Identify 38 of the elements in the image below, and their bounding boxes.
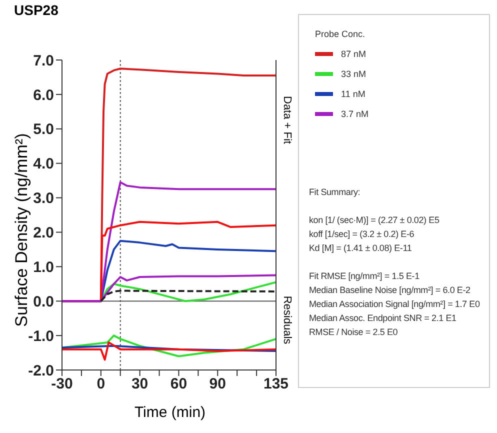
y-axis-title: Surface Density (ng/mm²) (12, 133, 32, 327)
text: kon [1/ (sec·M)] = (2.27 ± 0.02) E5 (309, 214, 440, 227)
y-tick-label: 2.0 (33, 224, 54, 242)
x-tick-label: 135 (263, 376, 289, 393)
text: Fit Summary: (309, 186, 362, 199)
y-tick-label: 4.0 (33, 156, 54, 173)
text: Median Assoc. Endpoint SNR = 2.1 E1 (309, 312, 458, 325)
y-tick-label: -1.0 (28, 328, 54, 345)
y-tick-label: 0.0 (33, 293, 54, 310)
y-tick-label: 3.0 (33, 190, 54, 208)
x-tick-label: 60 (170, 376, 188, 393)
legend-label: 33 nM (341, 69, 366, 79)
x-tick-label: 0 (96, 376, 106, 393)
y-tick-label: 1.0 (33, 258, 54, 276)
x-tick-label: 90 (209, 376, 226, 393)
x-axis-title: Time (min) (134, 404, 206, 421)
x-tick-label: 30 (131, 376, 148, 393)
chart-title: USP28 (14, 2, 58, 18)
legend-label: 3.7 nM (341, 109, 369, 119)
text: Median Association Signal [ng/mm²] = 1.7 E0 (309, 298, 480, 311)
text: Fit RMSE [ng/mm²] = 1.5 E-1 (309, 270, 420, 283)
y-tick-label: -2.0 (28, 362, 54, 380)
y-tick-label: 7.0 (33, 52, 54, 70)
line-series (62, 341, 276, 361)
y-tick-label: 6.0 (33, 86, 54, 104)
text: Kd [M] = (1.41 ± 0.08) E-11 (309, 242, 413, 255)
line-series (100, 290, 276, 302)
y-tick-label: 5.0 (33, 121, 54, 138)
x-tick-label: -30 (51, 376, 73, 393)
legend-title: Probe Conc. (315, 29, 366, 39)
text: Median Baseline Noise [ng/mm²] = 6.0 E-2 (309, 284, 472, 297)
text: koff [1/sec] = (3.2 ± 0.2) E-6 (309, 228, 416, 241)
text: RMSE / Noise = 2.5 E0 (309, 326, 399, 339)
text: Data + Fit (281, 96, 293, 144)
text: Residuals (281, 296, 293, 344)
line-series (62, 334, 276, 358)
legend-label: 11 nM (341, 89, 366, 99)
legend-label: 87 nM (341, 49, 366, 59)
